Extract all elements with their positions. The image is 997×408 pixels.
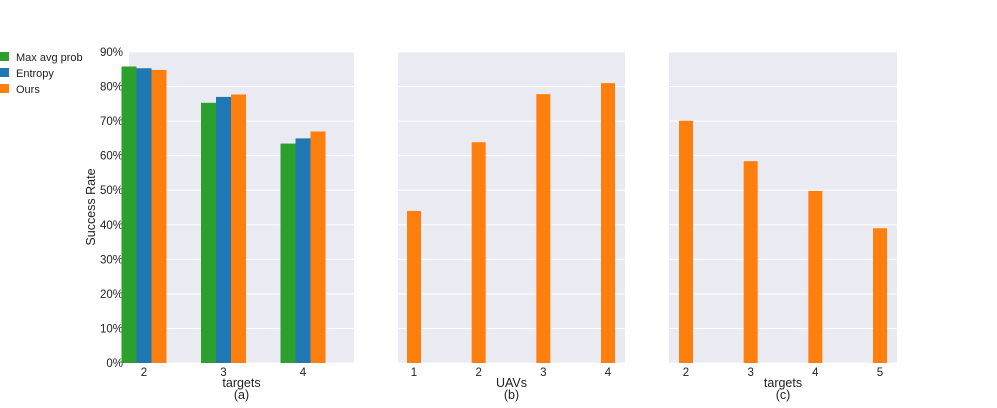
y-tick-label: 10%	[100, 323, 123, 335]
panel-label: (c)	[776, 388, 791, 402]
legend-swatch-ours	[0, 84, 9, 93]
bar-ours	[151, 69, 167, 364]
x-tick-label: 3	[540, 367, 546, 379]
x-tick-label: 2	[683, 367, 689, 379]
panel-2: 2 3 4 5 targets(c)	[669, 51, 897, 402]
panel-0: 0% 10% 20% 30% 40% 50% 60% 70% 80% 90% 2 3 4 targets(…	[100, 47, 354, 402]
bar-max-avg-prob	[201, 102, 216, 364]
x-tick-label: 5	[877, 367, 883, 379]
bar-ours	[679, 120, 693, 363]
bar-ours	[808, 190, 823, 363]
y-tick-label: 50%	[100, 185, 123, 197]
y-tick-label: 40%	[100, 220, 123, 232]
x-tick-label: 4	[300, 367, 307, 379]
x-tick-label: 3	[220, 367, 226, 379]
x-axis-label: targets	[764, 376, 802, 390]
legend-swatch-max-avg-prob	[0, 52, 9, 61]
y-tick-label: 20%	[100, 289, 123, 301]
legend-swatch-entropy	[0, 68, 9, 77]
bar-entropy	[136, 68, 152, 363]
panel-label: (b)	[504, 388, 519, 402]
y-tick-label: 80%	[100, 82, 123, 94]
x-axis-label: UAVs	[496, 376, 527, 390]
x-tick-label: 4	[605, 367, 612, 379]
y-tick-label: 60%	[100, 151, 123, 163]
x-tick-label: 4	[812, 367, 819, 379]
legend-label-entropy: Entropy	[16, 68, 54, 80]
bar-ours	[471, 142, 486, 363]
y-tick-label: 70%	[100, 116, 123, 128]
y-axis-label: Success Rate	[84, 168, 98, 245]
bar-ours	[310, 131, 326, 363]
x-tick-label: 2	[141, 367, 147, 379]
bar-ours	[536, 94, 551, 363]
bar-entropy	[295, 138, 311, 363]
panel-1: 1 2 3 4 UAVs(b)	[398, 51, 625, 402]
x-axis-label: targets	[222, 376, 260, 390]
x-tick-label: 3	[747, 367, 753, 379]
bar-ours	[743, 161, 758, 363]
bar-entropy	[216, 96, 231, 363]
bar-max-avg-prob	[121, 66, 137, 363]
legend: Max avg prob Entropy Ours	[0, 52, 83, 96]
x-tick-label: 1	[411, 367, 417, 379]
panel-label: (a)	[234, 388, 249, 402]
y-tick-label: 30%	[100, 254, 123, 266]
panel-background	[669, 52, 897, 363]
bar-max-avg-prob	[280, 143, 296, 363]
x-tick-label: 2	[475, 367, 481, 379]
bar-ours	[601, 83, 615, 363]
bar-ours	[407, 210, 421, 363]
y-tick-label: 90%	[100, 47, 123, 59]
bar-ours	[873, 228, 887, 363]
y-tick-label: 0%	[106, 358, 123, 370]
panel-background	[398, 52, 625, 363]
bar-ours	[231, 94, 246, 364]
legend-label-max-avg-prob: Max avg prob	[16, 52, 83, 64]
legend-label-ours: Ours	[16, 84, 40, 96]
